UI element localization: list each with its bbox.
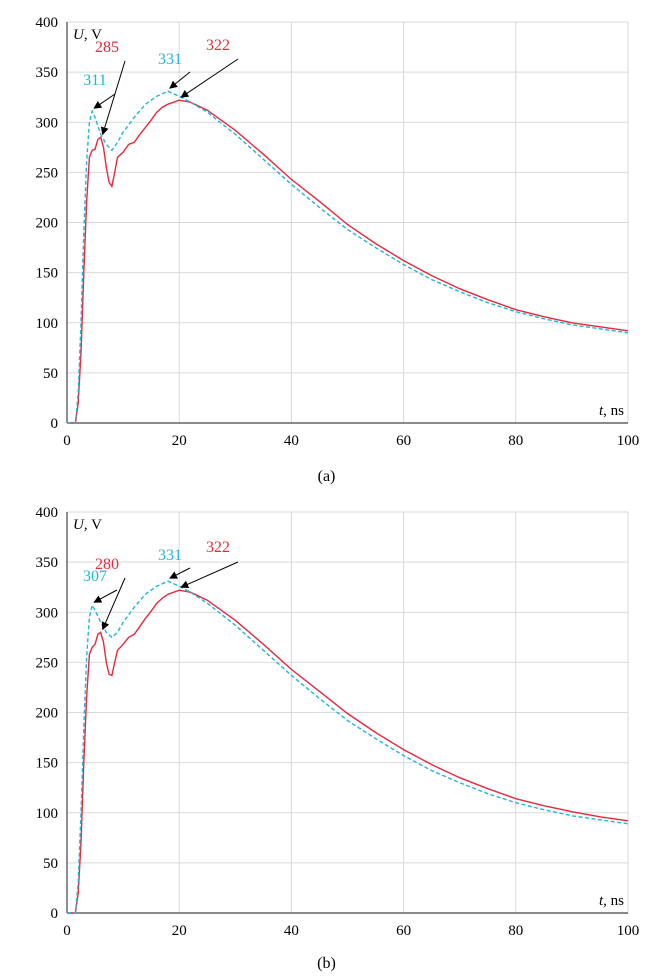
y-tick-label: 50: [43, 856, 58, 872]
y-tick-label: 400: [36, 15, 59, 31]
y-tick-label: 250: [36, 655, 59, 671]
y-tick-label: 0: [51, 906, 59, 922]
annotation-arrow: [169, 567, 191, 579]
y-tick-label: 200: [36, 706, 59, 722]
annotation-arrow: [101, 577, 126, 631]
annotation-arrow: [100, 60, 126, 136]
annotation-arrow: [180, 58, 239, 98]
annotation-arrow: [93, 589, 118, 603]
chart-b: 0 50 100 150 200 250 300 350 400 0 20 40 60 80 100 U, V…: [36, 505, 640, 939]
annotation-label: 322: [206, 37, 230, 54]
annotation-label: 322: [206, 539, 230, 556]
x-tick-label: 100: [617, 433, 640, 449]
y-tick-label: 100: [36, 316, 59, 332]
x-tick-label: 60: [396, 433, 411, 449]
caption-a: (a): [317, 468, 336, 485]
annotation-label: 285: [95, 39, 119, 56]
y-tick-label: 150: [36, 756, 59, 772]
y-tick-label: 0: [51, 416, 59, 432]
y-tick-label: 250: [36, 165, 59, 181]
x-tick-label: 40: [284, 433, 299, 449]
y-tick-label: 50: [43, 366, 58, 382]
annotation-label: 331: [158, 51, 182, 68]
x-axis-label: t, ns: [599, 893, 624, 909]
chart-panel-b: 0 50 100 150 200 250 300 350 400 0 20 40 60 80 100 U, V…: [0, 490, 653, 955]
y-tick-label: 150: [36, 266, 59, 282]
x-tick-label: 0: [63, 433, 71, 449]
annotation-label: 331: [158, 547, 182, 564]
y-axis-label: U, V: [73, 27, 102, 43]
annotation-arrow: [169, 71, 191, 89]
y-axis-label: U, V: [73, 517, 102, 533]
x-axis-label: t, ns: [599, 403, 624, 419]
y-tick-label: 350: [36, 65, 59, 81]
y-tick-label: 100: [36, 806, 59, 822]
series-line-dashed: [67, 580, 629, 914]
annotation-arrow: [180, 561, 239, 589]
annotation-arrow: [93, 93, 116, 109]
x-tick-label: 80: [508, 433, 523, 449]
x-tick-label: 0: [63, 923, 71, 939]
y-tick-label: 350: [36, 555, 59, 571]
chart-panel-a: 0 50 100 150 200 250 300 350 400 0 20 40 60 80 100 U, V…: [0, 0, 653, 465]
caption-b: (b): [317, 955, 336, 972]
annotation-label: 307: [83, 568, 107, 585]
annotation-label: 311: [83, 72, 106, 89]
series-line-solid: [67, 99, 629, 424]
annotation-label: 280: [95, 556, 119, 573]
chart-a: 0 50 100 150 200 250 300 350 400 0 20 40 60 80 100 U, V…: [36, 15, 640, 449]
y-tick-label: 300: [36, 605, 59, 621]
x-tick-label: 20: [172, 923, 187, 939]
y-tick-label: 400: [36, 505, 59, 521]
y-tick-label: 300: [36, 115, 59, 131]
x-tick-label: 80: [508, 923, 523, 939]
x-tick-label: 20: [172, 433, 187, 449]
y-tick-label: 200: [36, 216, 59, 232]
x-tick-label: 100: [617, 923, 640, 939]
series-line-solid: [67, 589, 629, 914]
series-line-dashed: [67, 90, 629, 424]
x-tick-label: 60: [396, 923, 411, 939]
x-tick-label: 40: [284, 923, 299, 939]
